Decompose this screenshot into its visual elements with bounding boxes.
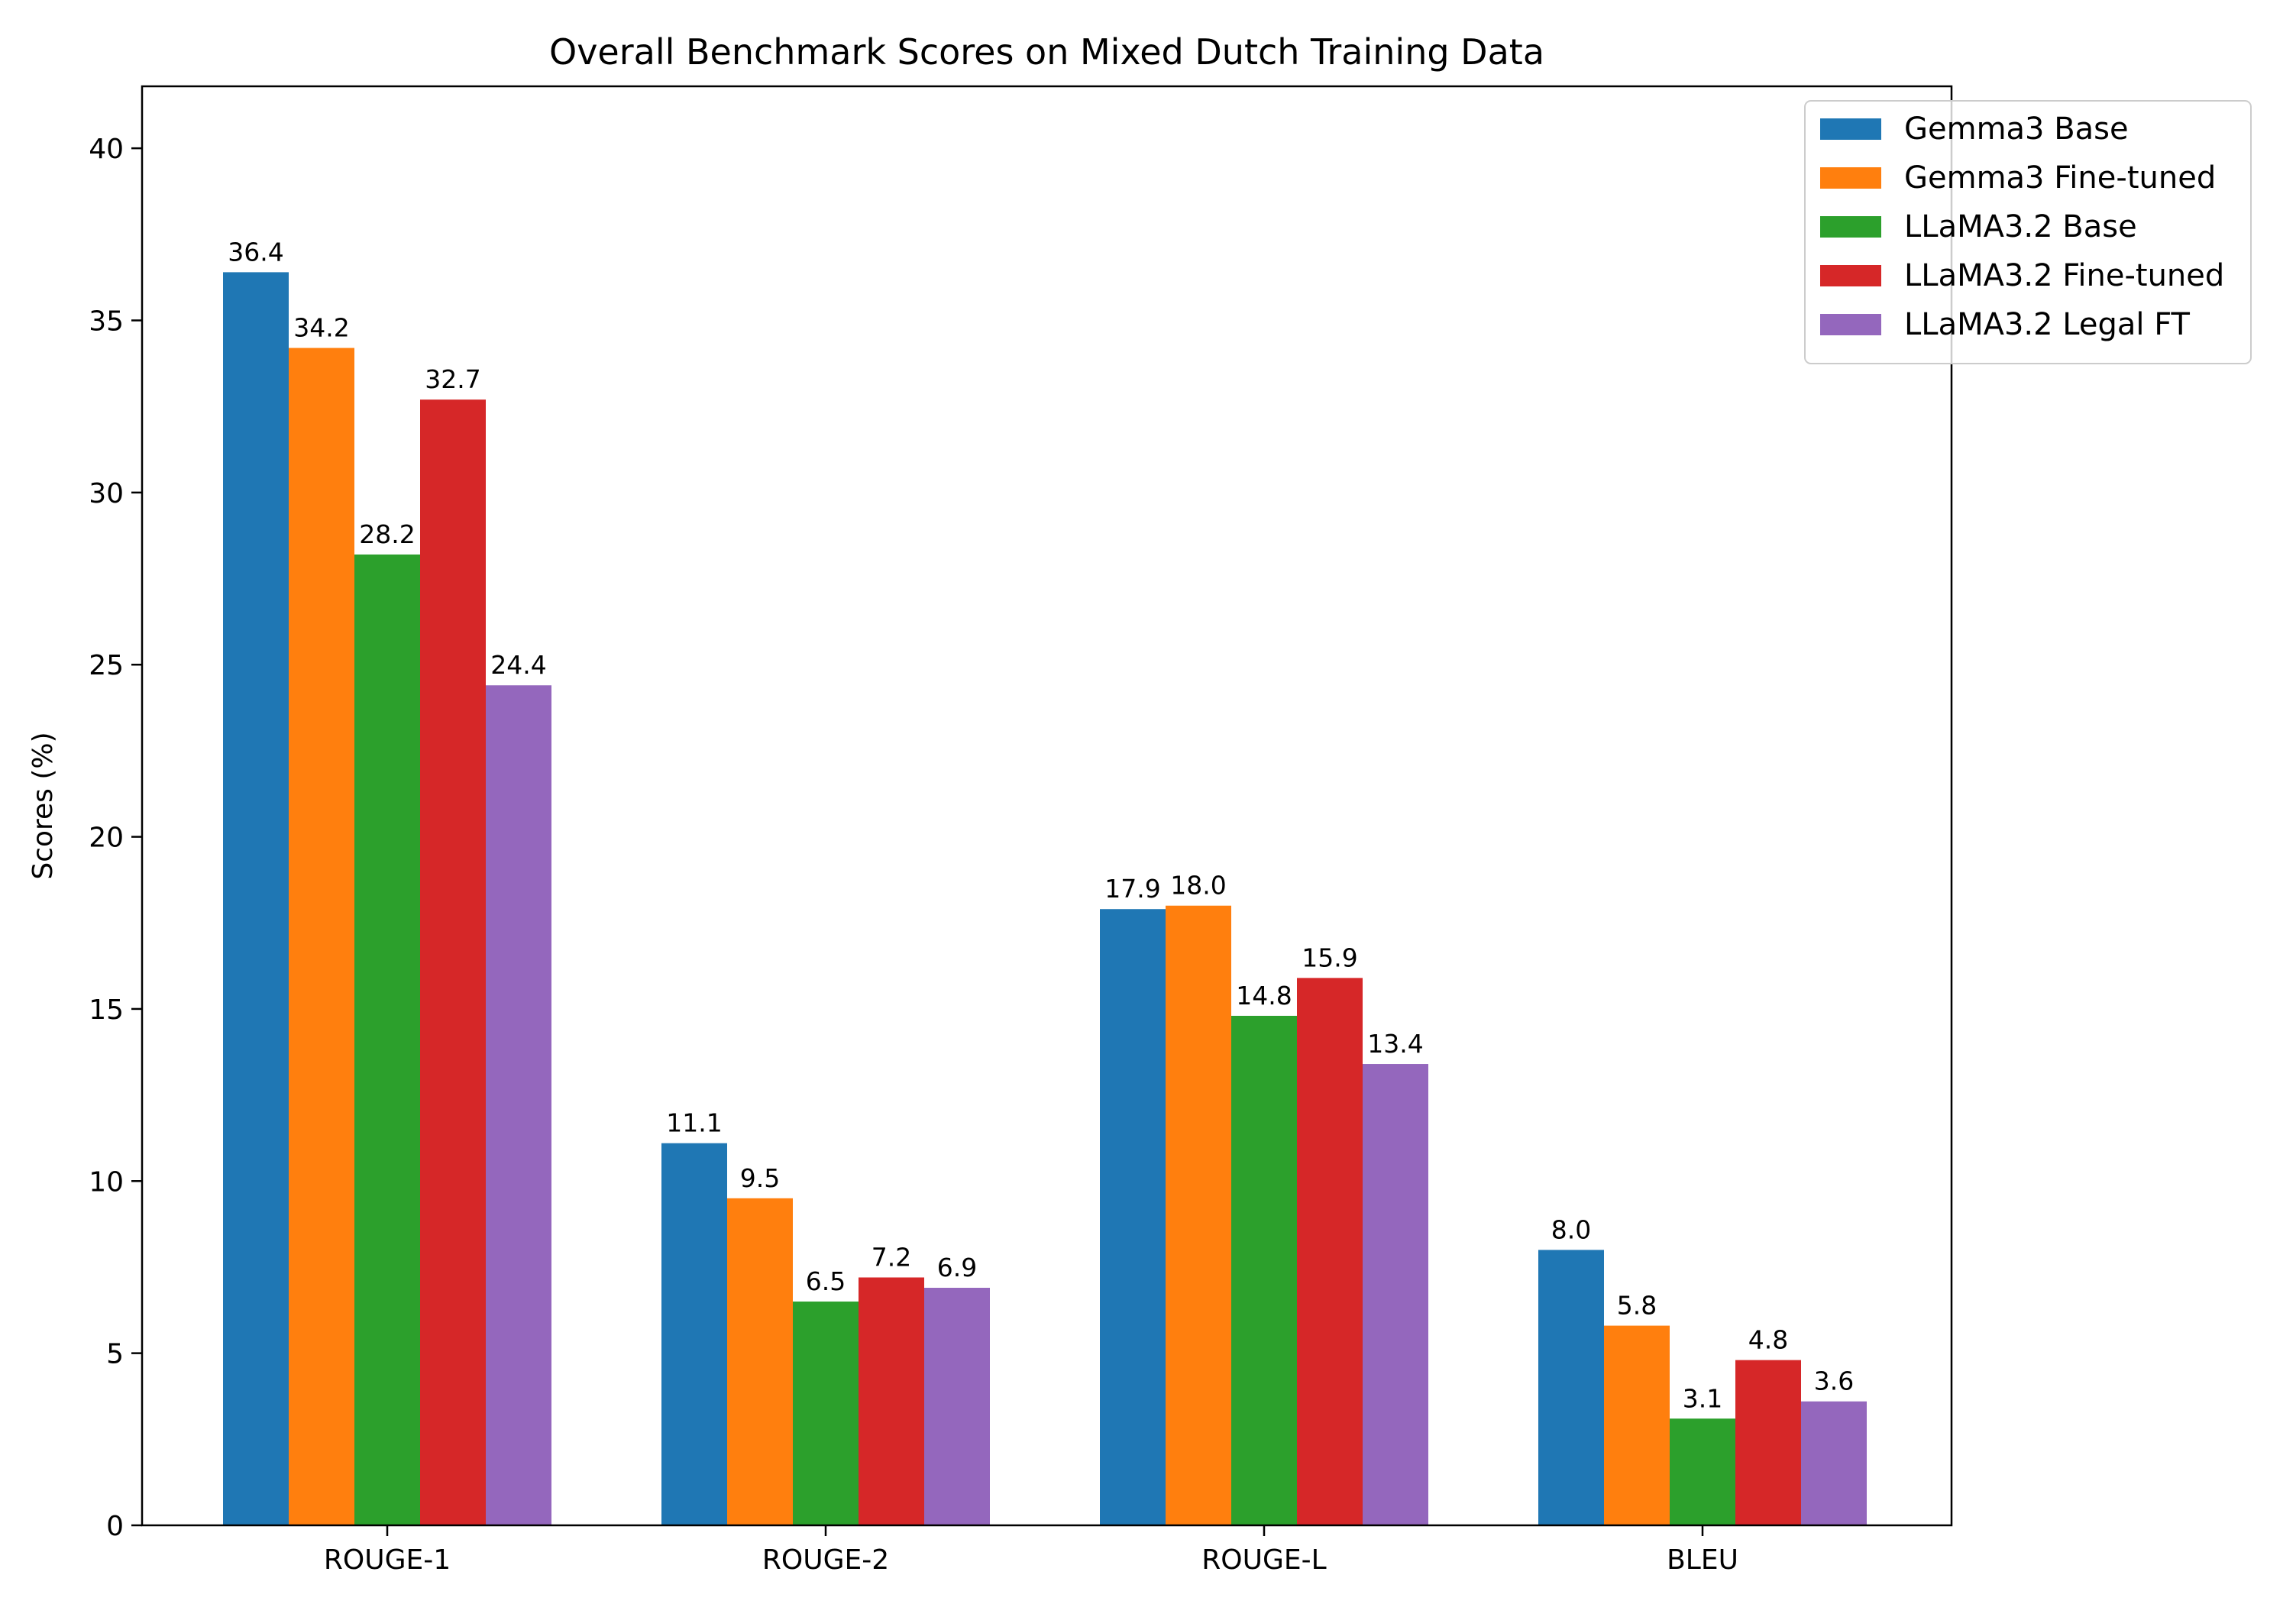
x-tick-label: BLEU [1667,1544,1738,1576]
legend: Gemma3 Base Gemma3 Fine-tuned LLaMA3.2 Bas… [1804,100,2252,364]
y-tick-label: 40 [89,134,124,165]
value-label: 8.0 [1551,1214,1591,1244]
value-label: 3.1 [1683,1383,1722,1413]
value-labels-group: 36.4 11.1 17.9 8.0 34.2 9.5 18.0 5.8 28.2 6.5 14.8… [228,237,1854,1413]
y-tick-label: 15 [89,994,124,1026]
legend-label: LLaMA3.2 Base [1904,209,2137,244]
bar-bleu-series-4 [1735,1360,1801,1525]
bar-rouge-l-series-4 [1297,978,1363,1525]
bar-rouge-1-series-2 [289,348,354,1526]
value-label: 15.9 [1302,943,1357,972]
bar-bleu-series-3 [1670,1418,1735,1525]
value-label: 3.6 [1814,1366,1854,1396]
value-label: 32.7 [425,364,480,394]
bar-bleu-series-5 [1801,1401,1867,1525]
bar-rouge-2-series-5 [924,1288,990,1525]
value-label: 36.4 [228,237,283,267]
value-label: 17.9 [1104,874,1160,904]
bar-bleu-series-1 [1538,1250,1604,1525]
bar-rouge-2-series-1 [661,1143,727,1525]
legend-label: LLaMA3.2 Fine-tuned [1904,258,2224,293]
value-label: 5.8 [1617,1291,1657,1321]
y-tick-label: 0 [106,1511,124,1542]
legend-swatch [1820,265,1881,286]
bar-rouge-2-series-4 [859,1277,924,1525]
y-tick-label: 10 [89,1166,124,1198]
legend-swatch [1820,167,1881,189]
bar-rouge-l-series-2 [1166,905,1231,1525]
value-label: 34.2 [293,313,349,343]
bars-group [223,272,1867,1526]
y-tick-label: 35 [89,306,124,337]
bar-rouge-1-series-1 [223,272,289,1525]
value-label: 14.8 [1236,981,1292,1011]
legend-swatch [1820,314,1881,335]
bar-bleu-series-2 [1604,1325,1670,1525]
x-tick-label: ROUGE-L [1201,1544,1326,1576]
bar-rouge-1-series-4 [420,399,486,1526]
y-tick-label: 30 [89,478,124,509]
bar-rouge-2-series-2 [727,1198,793,1525]
value-label: 11.1 [666,1108,722,1138]
y-tick-label: 20 [89,823,124,854]
x-tick-label: ROUGE-1 [324,1544,451,1576]
y-tick-label: 5 [106,1339,124,1370]
bar-rouge-1-series-3 [354,554,420,1525]
legend-label: Gemma3 Base [1904,112,2129,147]
value-label: 24.4 [490,650,546,680]
value-label: 4.8 [1748,1325,1788,1355]
bar-rouge-l-series-5 [1363,1064,1428,1525]
legend-swatch [1820,118,1881,140]
y-axis-label: Scores (%) [27,732,59,879]
y-tick-label: 25 [89,650,124,681]
bar-rouge-l-series-1 [1100,909,1166,1525]
x-tick-label: ROUGE-2 [762,1544,889,1576]
value-label: 9.5 [740,1163,780,1193]
x-axis: ROUGE-1 ROUGE-2 ROUGE-L BLEU [324,1525,1738,1576]
legend-label: LLaMA3.2 Legal FT [1904,307,2191,342]
legend-label: Gemma3 Fine-tuned [1904,160,2216,196]
chart-title: Overall Benchmark Scores on Mixed Dutch … [549,31,1544,73]
y-axis: 0 5 10 15 20 25 30 35 40 [89,134,142,1542]
legend-swatch [1820,216,1881,238]
legend-box [1804,100,2252,364]
value-label: 18.0 [1170,871,1226,901]
bar-rouge-1-series-5 [486,685,551,1525]
value-label: 28.2 [359,519,415,549]
value-label: 13.4 [1367,1029,1423,1059]
bar-rouge-l-series-3 [1231,1015,1297,1525]
value-label: 6.5 [806,1266,846,1296]
value-label: 6.9 [937,1253,977,1282]
bar-rouge-2-series-3 [793,1302,859,1525]
value-label: 7.2 [872,1242,911,1272]
plot-frame [141,85,1953,1527]
